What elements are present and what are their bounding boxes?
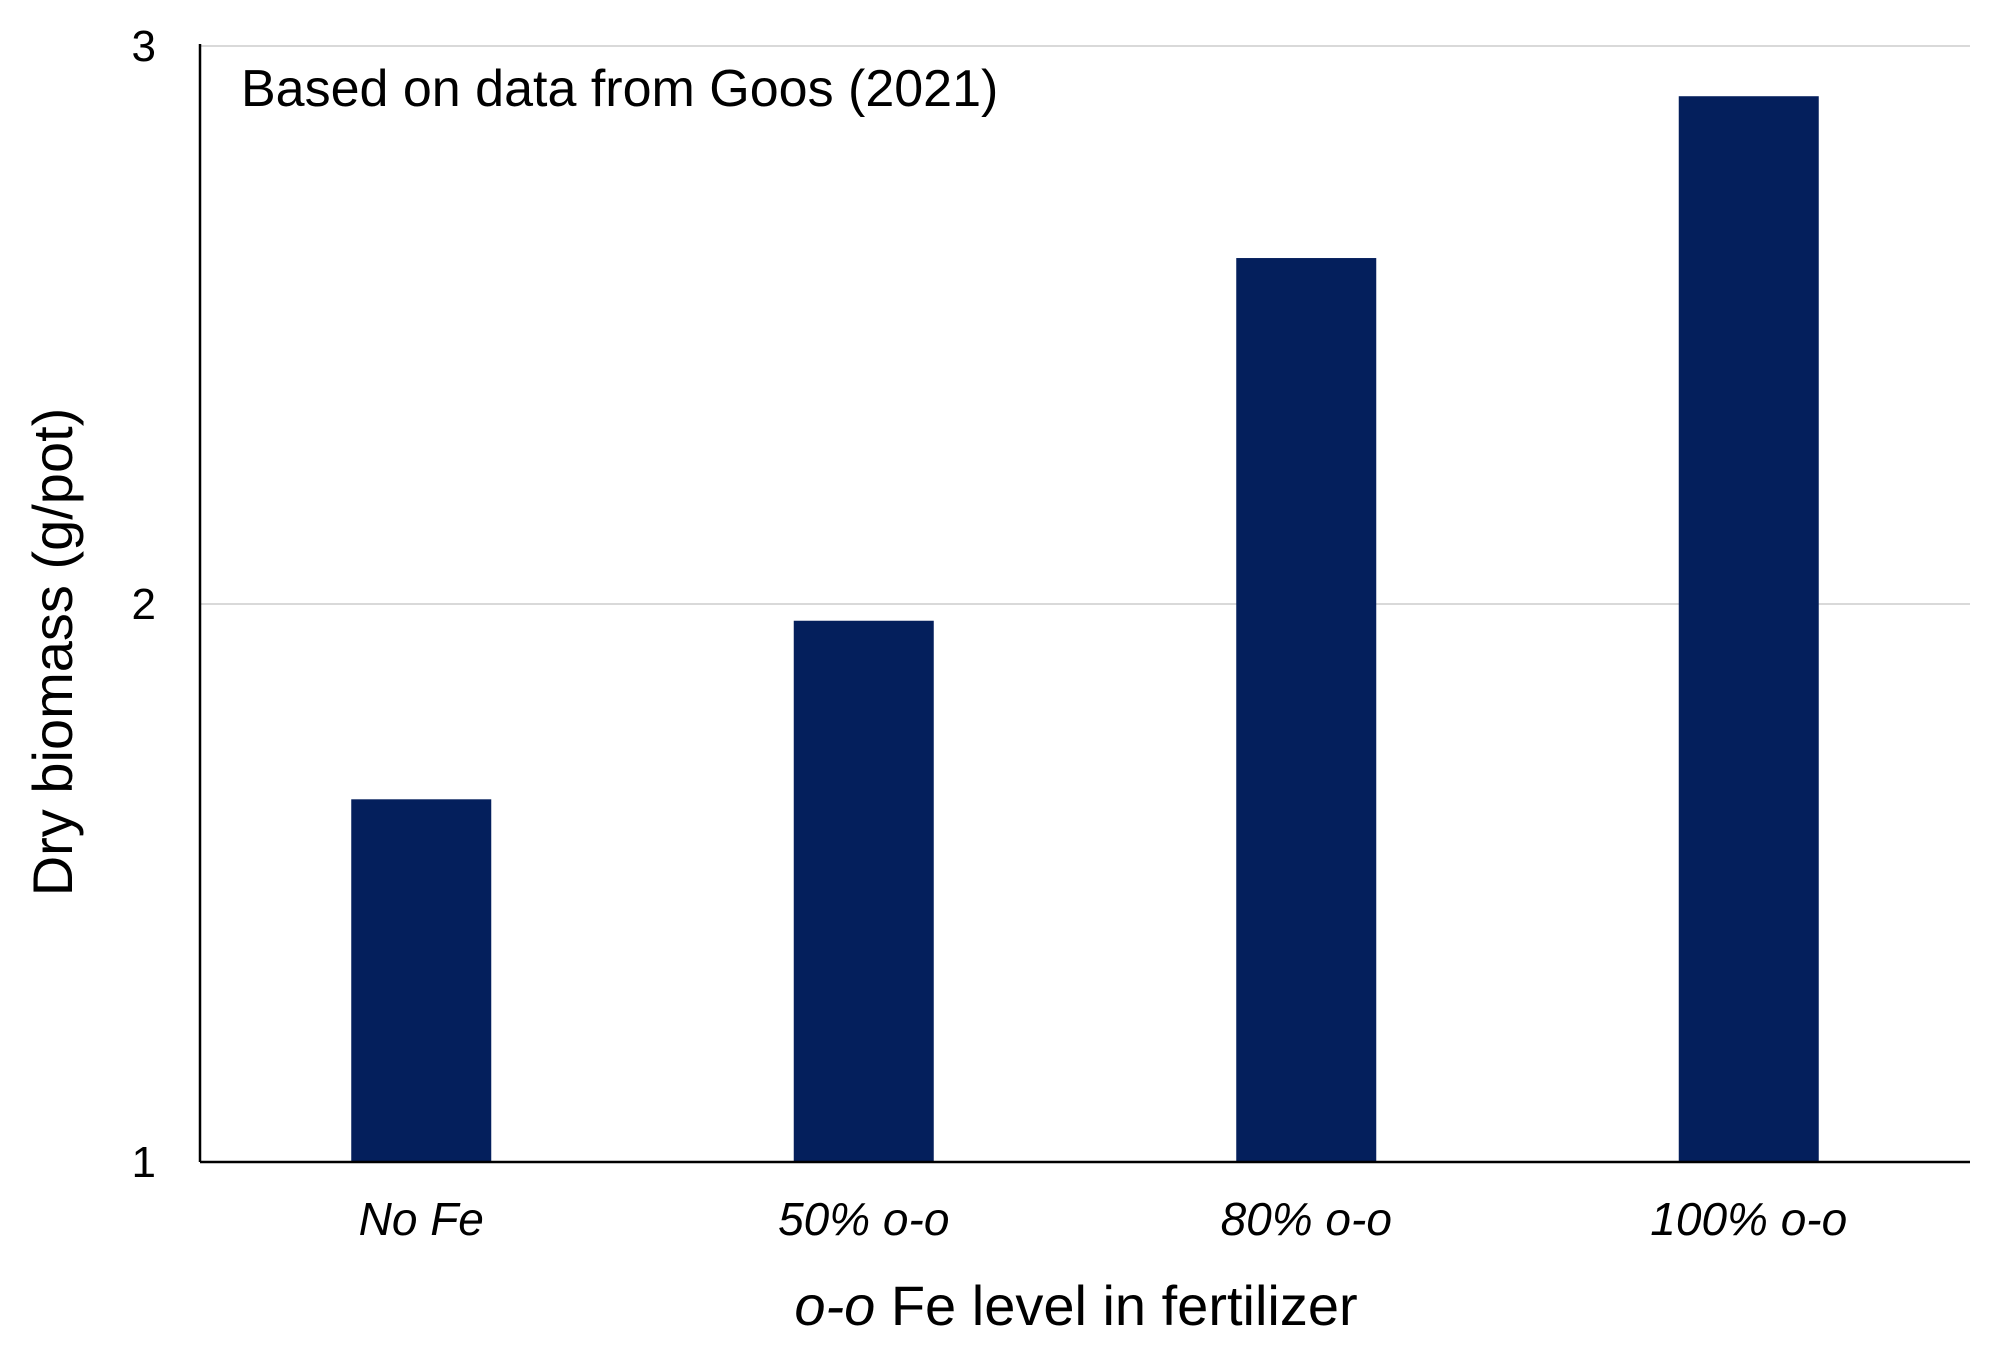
- bar-1: [351, 799, 492, 1162]
- x-axis-title-italic: o-o: [794, 1274, 875, 1337]
- x-tick-label-1: No Fe: [359, 1193, 484, 1245]
- y-tick-label-3: 3: [132, 22, 156, 71]
- y-tick-label-2: 2: [132, 580, 156, 629]
- bar-3: [1236, 258, 1377, 1162]
- y-tick-labels: 1 2 3: [132, 22, 156, 1187]
- x-tick-label-4: 100% o-o: [1650, 1193, 1847, 1245]
- bar-4: [1678, 96, 1819, 1163]
- x-axis-title-rest: Fe level in fertilizer: [875, 1274, 1357, 1337]
- bars: [351, 96, 1819, 1163]
- axes: [198, 44, 1970, 1164]
- bar-2: [793, 620, 934, 1162]
- source-annotation: Based on data from Goos (2021): [241, 60, 998, 118]
- y-axis-title: Dry biomass (g/pot): [21, 408, 84, 897]
- x-tick-label-2: 50% o-o: [778, 1193, 949, 1245]
- y-tick-label-1: 1: [132, 1138, 156, 1187]
- x-tick-labels: No Fe 50% o-o 80% o-o 100% o-o: [359, 1193, 1848, 1245]
- gridlines: [200, 45, 1970, 605]
- x-tick-label-3: 80% o-o: [1221, 1193, 1392, 1245]
- x-axis-title: o-o Fe level in fertilizer: [794, 1274, 1357, 1337]
